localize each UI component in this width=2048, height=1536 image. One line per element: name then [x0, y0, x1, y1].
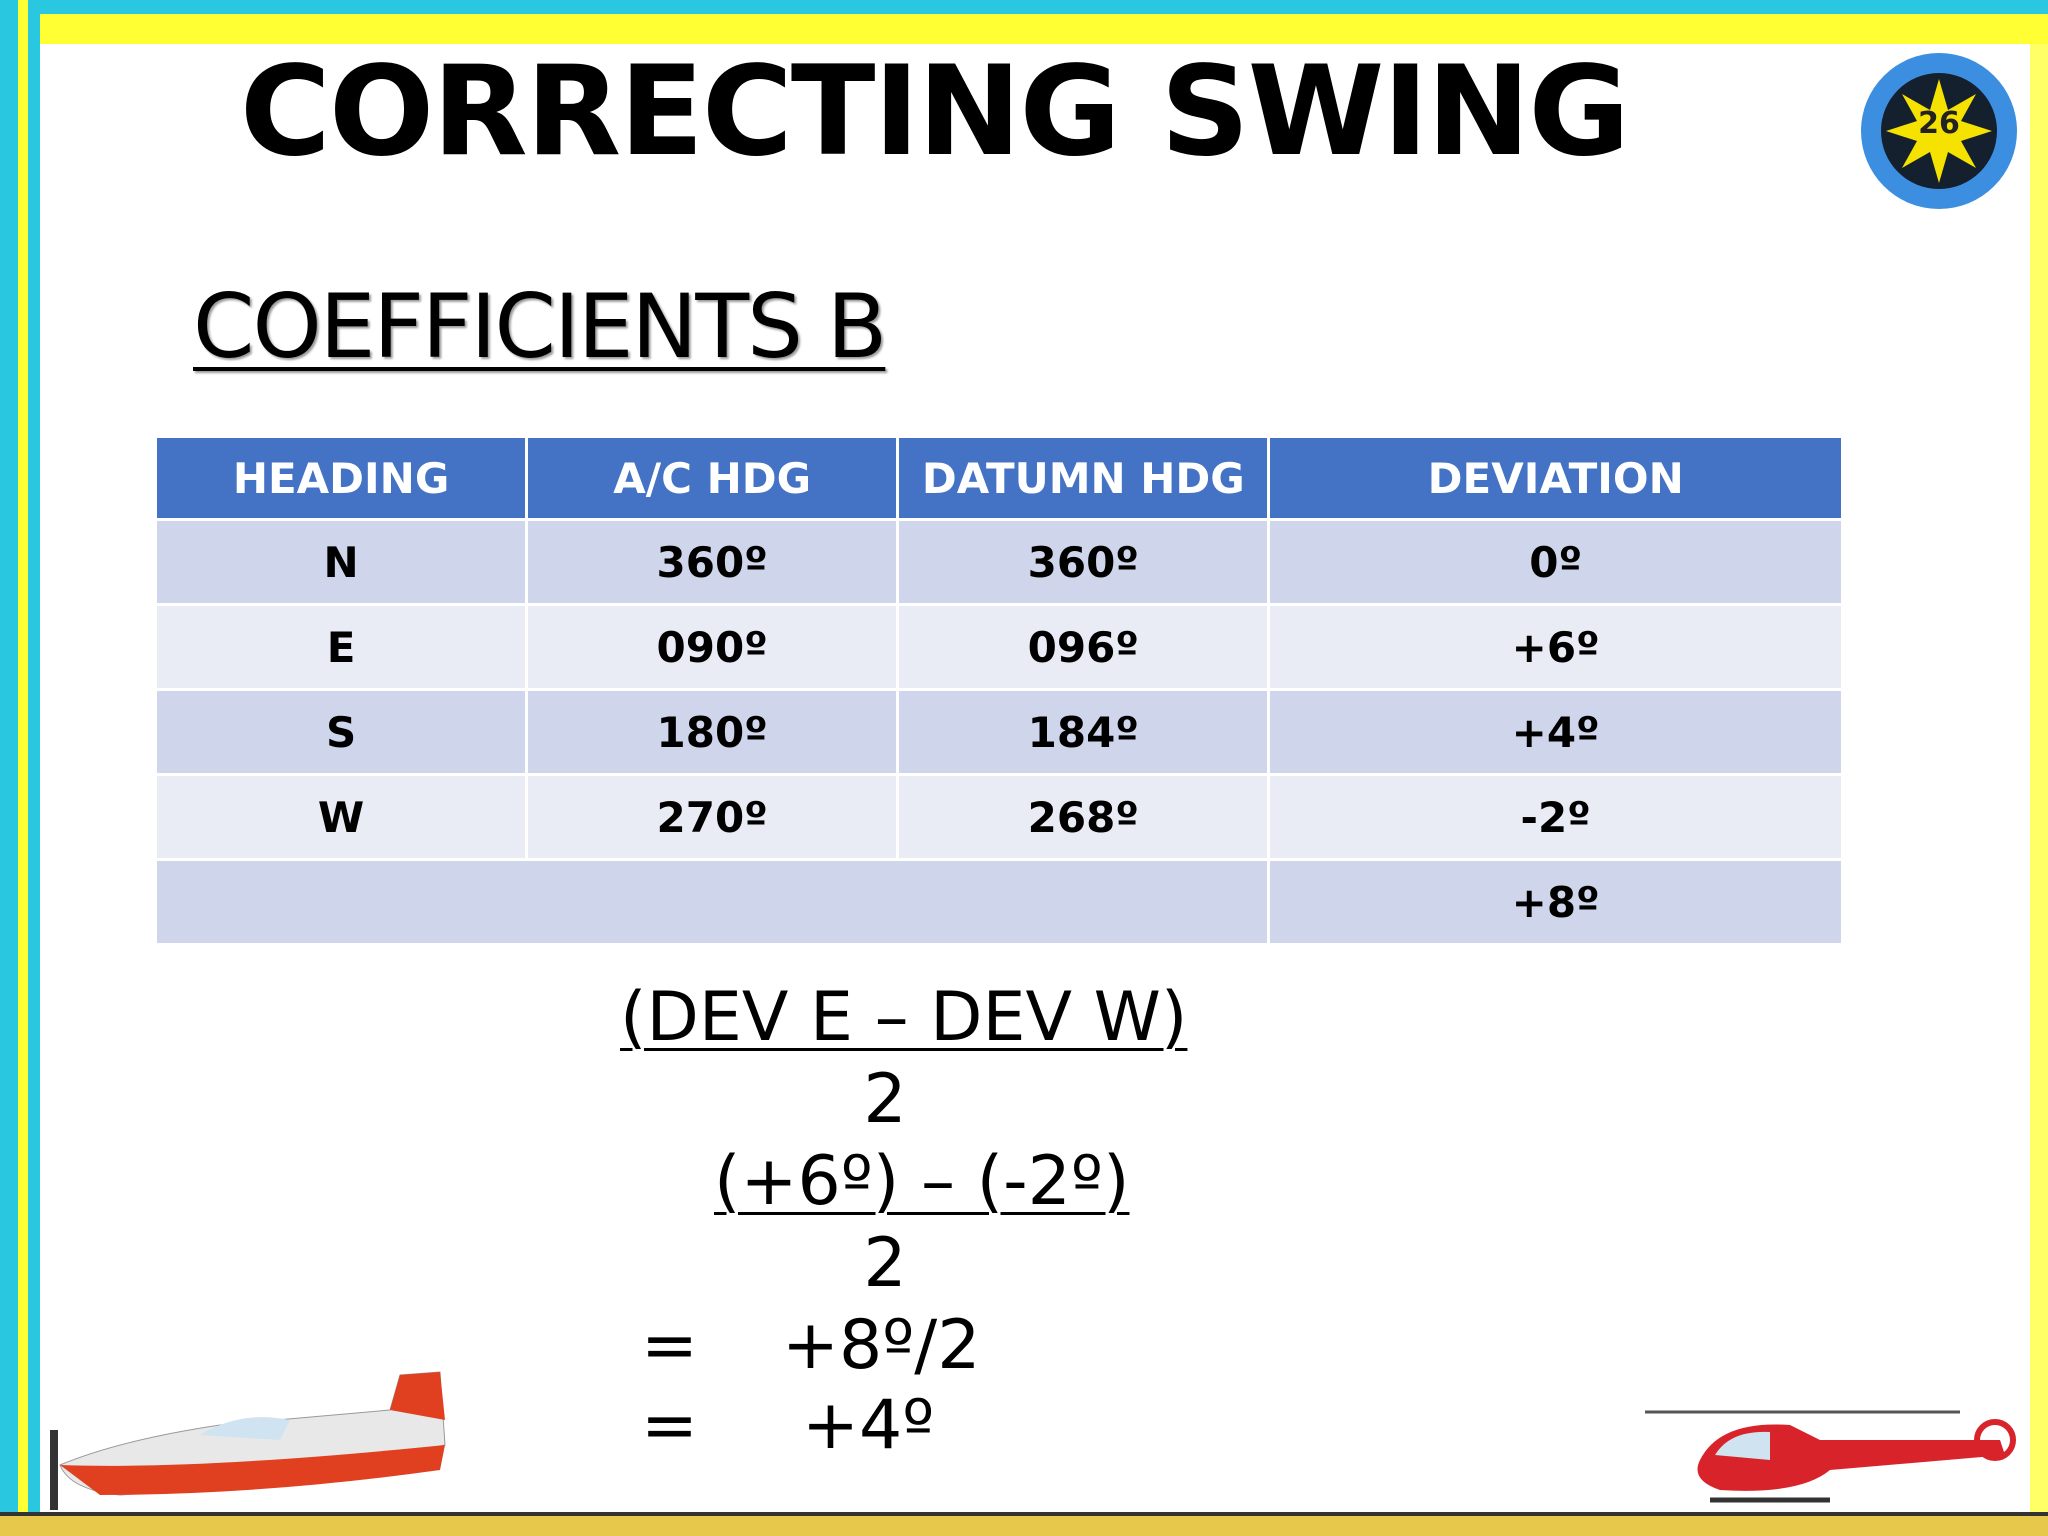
formula-numerator: (DEV E – DEV W) [620, 978, 1188, 1057]
table-cell: 180º [525, 688, 900, 776]
table-cell: +6º [1267, 603, 1844, 691]
table-cell: W [153, 773, 529, 861]
table-cell: N [153, 518, 529, 606]
helicopter-illustration [1645, 1410, 2016, 1503]
table-cell: 096º [896, 603, 1271, 691]
table-body: N 360º 360º 0º E 090º 096º +6º S 180º 184º +4º W 270º… [153, 518, 1844, 946]
blank-cell [153, 858, 1271, 946]
formula-denominator: 2 [863, 1060, 907, 1139]
table-row: E 090º 096º +6º [153, 603, 1844, 691]
table-cell: 090º [525, 603, 900, 691]
table-cell: 270º [525, 773, 900, 861]
column-header: HEADING [153, 435, 529, 521]
table-cell: 360º [525, 518, 900, 606]
table-cell: 360º [896, 518, 1271, 606]
formula-denominator: 2 [863, 1224, 907, 1303]
slide-number: 26 [1918, 106, 1960, 141]
formula-numerator: (+6º) – (-2º) [714, 1142, 1130, 1221]
table-row: W 270º 268º -2º [153, 773, 1844, 861]
column-header: A/C HDG [525, 435, 900, 521]
header-row: HEADING A/C HDG DATUMN HDG DEVIATION [153, 435, 1844, 521]
slide-title: CORRECTING SWING [239, 40, 1630, 184]
total-row: +8º [153, 858, 1844, 946]
table-cell: +4º [1267, 688, 1844, 776]
table-cell: 0º [1267, 518, 1844, 606]
equals-sign: = [641, 1306, 698, 1385]
badge [1861, 53, 2017, 209]
formula-step: +8º/2 [782, 1306, 981, 1385]
table-row: S 180º 184º +4º [153, 688, 1844, 776]
table-cell: 184º [896, 688, 1271, 776]
deviation-table: HEADING A/C HDG DATUMN HDG DEVIATION N 360º 3… [153, 435, 1844, 946]
equals-sign: = [641, 1386, 698, 1465]
table-row: N 360º 360º 0º [153, 518, 1844, 606]
table-cell: S [153, 688, 529, 776]
table-cell: 268º [896, 773, 1271, 861]
total-cell: +8º [1267, 858, 1844, 946]
airplane-illustration [50, 1371, 446, 1510]
table-cell: E [153, 603, 529, 691]
formula-step: +4º [802, 1386, 935, 1465]
subtitle: COEFFICIENTS B [193, 275, 887, 378]
column-header: DATUMN HDG [896, 435, 1271, 521]
column-header: DEVIATION [1267, 435, 1844, 521]
table-cell: -2º [1267, 773, 1844, 861]
